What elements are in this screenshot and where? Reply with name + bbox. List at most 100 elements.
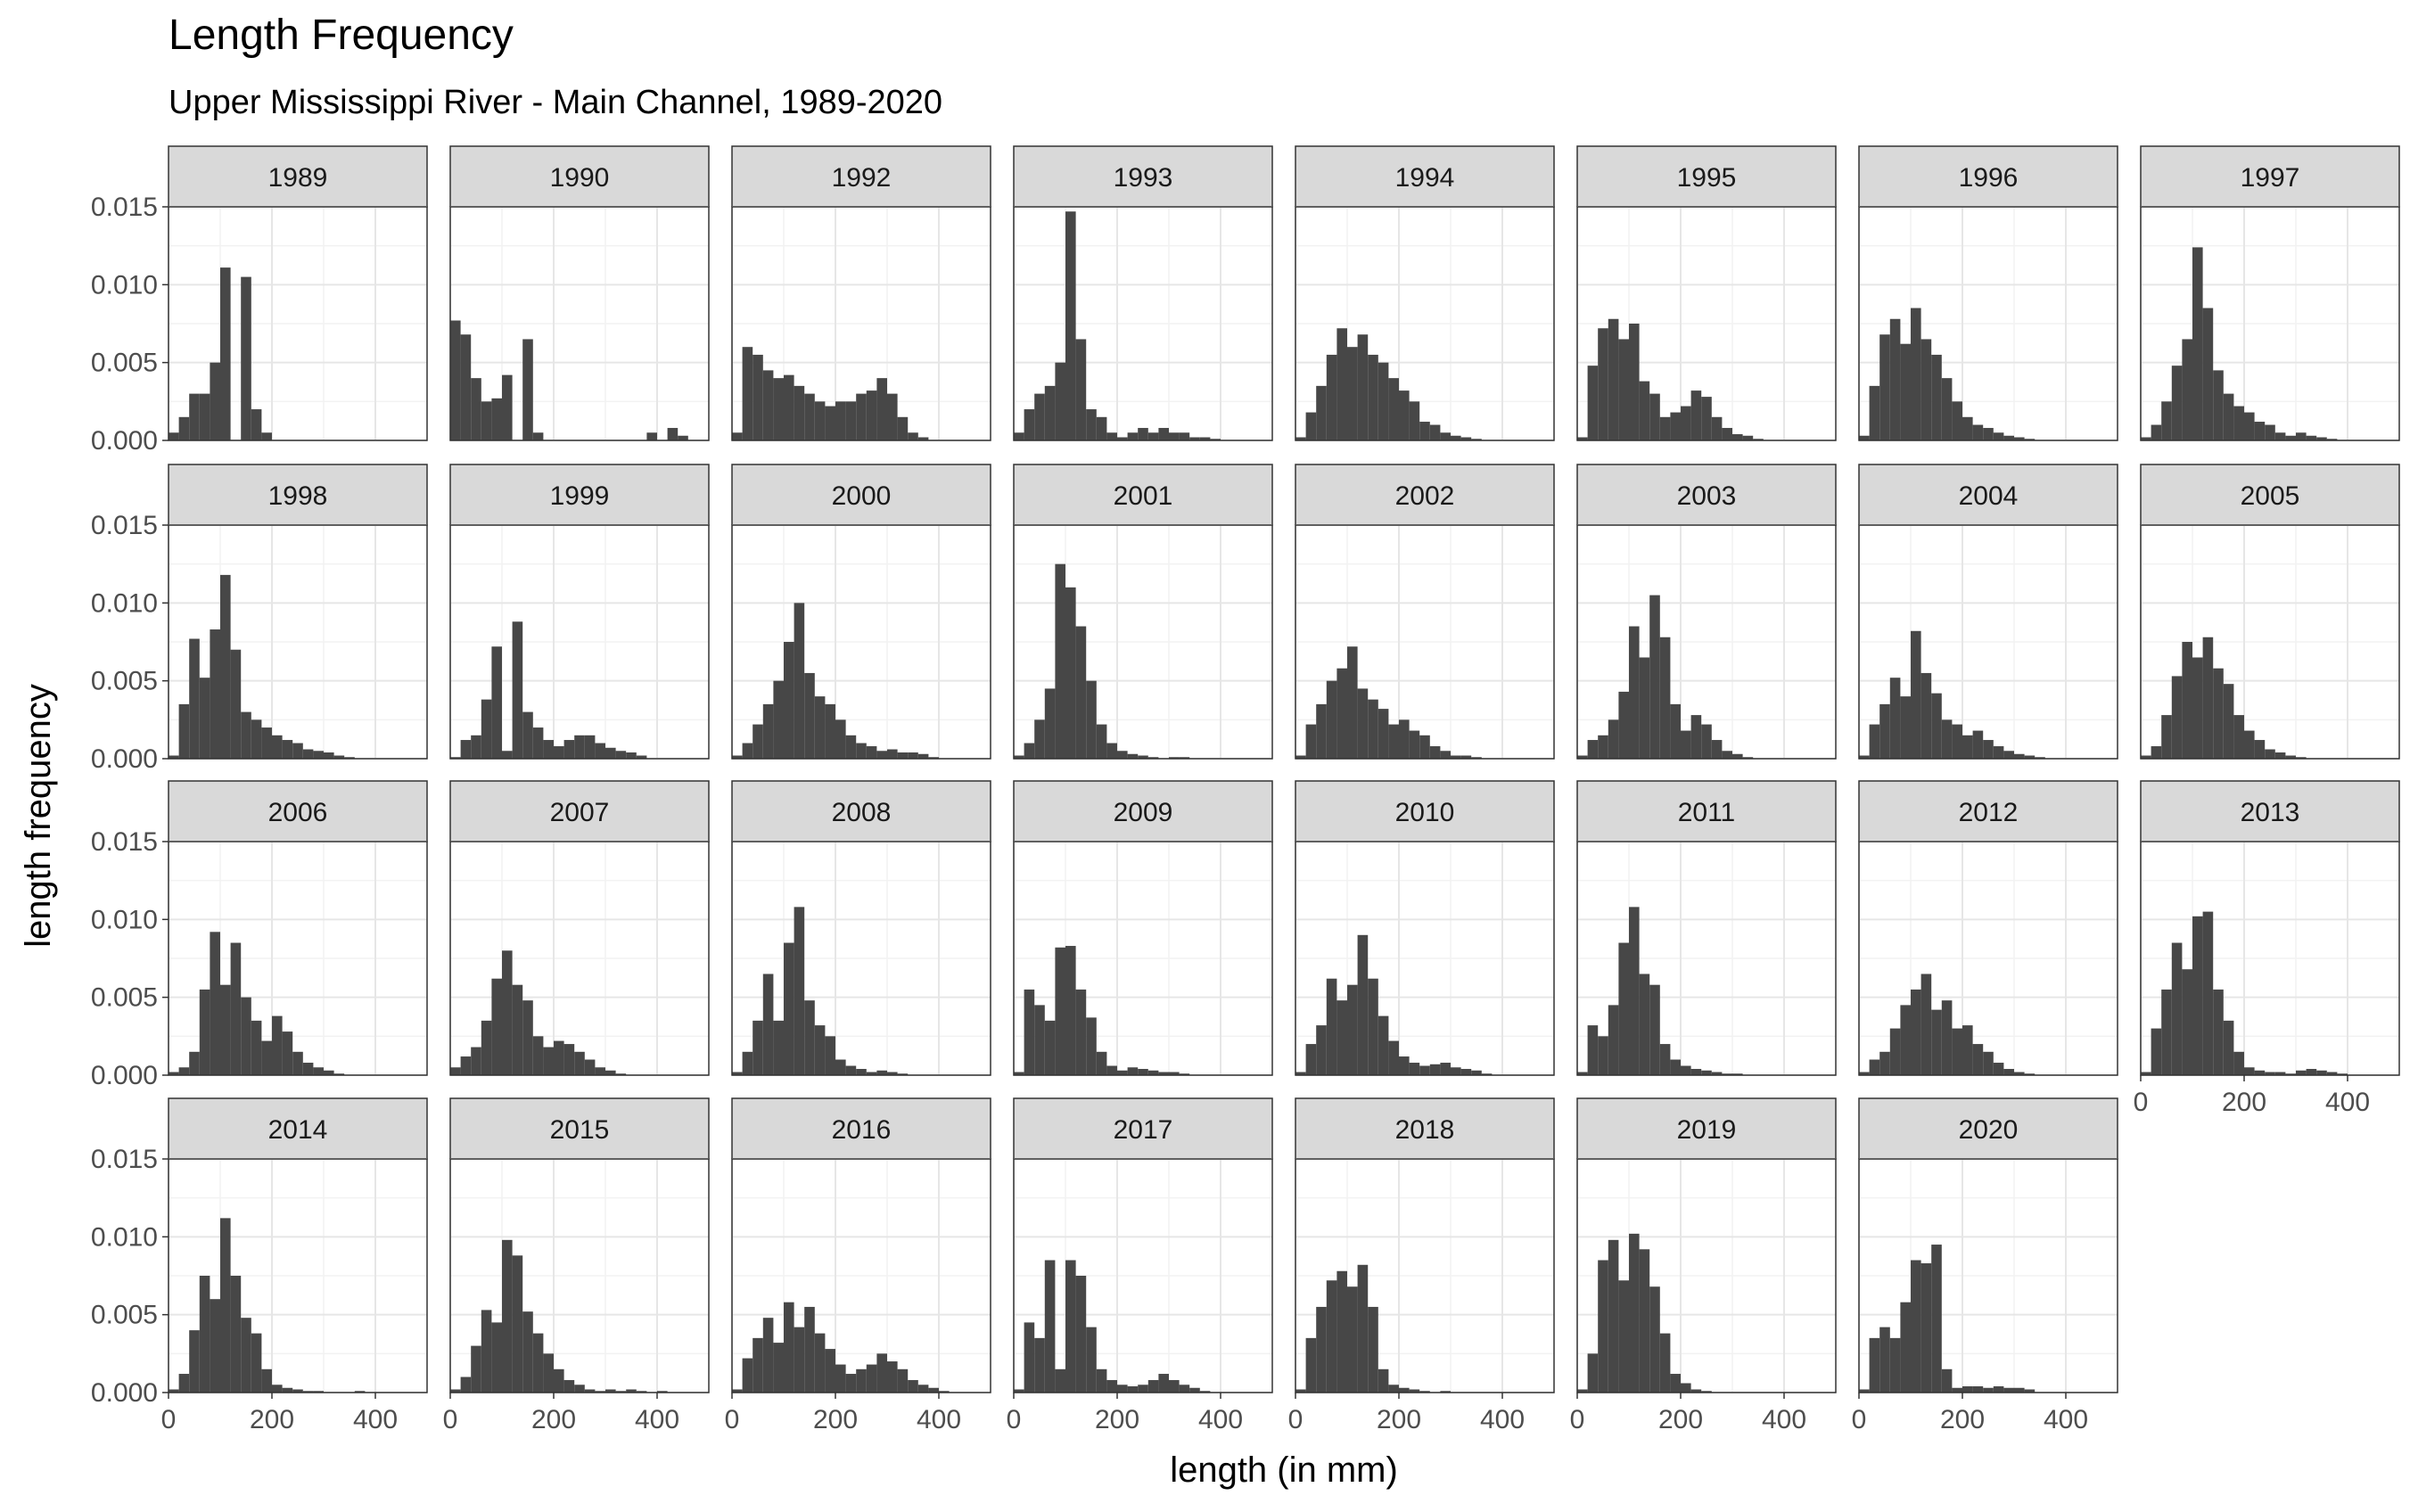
- y-tick-label: 0.015: [91, 511, 158, 540]
- histogram-bar: [1722, 751, 1732, 759]
- histogram-bar: [595, 743, 605, 759]
- histogram-bar: [199, 678, 210, 759]
- histogram-bar: [1471, 1070, 1482, 1075]
- facet-strip-label: 2009: [1114, 798, 1173, 827]
- facet-strip-label: 2014: [268, 1115, 328, 1145]
- histogram-bar: [1065, 587, 1076, 759]
- histogram-bar: [2296, 432, 2307, 440]
- histogram-bar: [450, 757, 461, 759]
- histogram-bar: [1295, 437, 1306, 440]
- x-tick-label: 400: [917, 1405, 961, 1434]
- chart-subtitle: Upper Mississippi River - Main Channel, …: [169, 84, 942, 121]
- histogram-bar: [1399, 1056, 1410, 1075]
- histogram-bar: [794, 385, 805, 440]
- facet-strip-label: 2008: [832, 798, 892, 827]
- histogram-bar: [220, 574, 231, 759]
- histogram-bar: [1962, 735, 1973, 759]
- facet-panel: 2014 0.000 0.005 0.010 0.015 0 200 400: [91, 1097, 428, 1434]
- histogram-bar: [1034, 719, 1045, 759]
- histogram-bar: [1742, 757, 1754, 759]
- histogram-bar: [742, 1358, 753, 1393]
- facet-panel: 1996: [1858, 145, 2118, 441]
- histogram-bar: [2161, 989, 2172, 1075]
- histogram-bar: [220, 1218, 231, 1393]
- histogram-bar: [1138, 1385, 1148, 1393]
- histogram-bar: [2003, 435, 2014, 440]
- facet-strip-label: 1989: [268, 163, 328, 193]
- histogram-bar: [1399, 1387, 1410, 1393]
- histogram-bar: [2265, 749, 2275, 759]
- histogram-bar: [1952, 1387, 1962, 1393]
- histogram-bar: [491, 398, 502, 440]
- histogram-bar: [845, 1065, 857, 1075]
- facet-strip-label: 1998: [268, 481, 328, 511]
- histogram-bar: [574, 735, 585, 759]
- histogram-bar: [814, 1333, 826, 1393]
- histogram-bar: [897, 1368, 909, 1393]
- histogram-bar: [1419, 1391, 1430, 1393]
- histogram-bar: [1670, 1059, 1681, 1075]
- histogram-bar: [210, 362, 220, 440]
- histogram-bar: [241, 1318, 251, 1393]
- histogram-bar: [554, 1040, 564, 1075]
- histogram-bar: [866, 746, 877, 759]
- histogram-bar: [1649, 595, 1660, 759]
- x-tick-label: 200: [1377, 1405, 1421, 1434]
- histogram-bar: [1336, 1270, 1347, 1393]
- histogram-bar: [1169, 432, 1180, 440]
- histogram-bar: [1742, 435, 1754, 440]
- histogram-bar: [543, 1353, 554, 1393]
- facet-strip-label: 2012: [1959, 798, 2019, 827]
- panel-border: [1858, 841, 2118, 1076]
- histogram-bar: [2182, 969, 2192, 1075]
- x-tick-label: 200: [1095, 1405, 1139, 1434]
- x-tick-label: 400: [1198, 1405, 1243, 1434]
- histogram-bar: [1722, 1073, 1732, 1075]
- histogram-bar: [1055, 563, 1065, 759]
- histogram-bar: [2014, 437, 2025, 440]
- y-tick-label: 0.015: [91, 827, 158, 857]
- histogram-bar: [1879, 1327, 1890, 1393]
- histogram-bar: [251, 1020, 262, 1075]
- histogram-bar: [897, 416, 909, 440]
- histogram-bar: [1065, 1260, 1076, 1393]
- histogram-bar: [261, 727, 272, 759]
- facet-strip-label: 2005: [2241, 481, 2300, 511]
- histogram-bar: [845, 401, 857, 440]
- histogram-bar: [324, 1070, 334, 1075]
- histogram-bar: [646, 432, 657, 440]
- histogram-bar: [1127, 1386, 1139, 1393]
- histogram-bar: [2202, 637, 2214, 759]
- histogram-bar: [1670, 1374, 1681, 1393]
- histogram-bar: [794, 1327, 805, 1393]
- histogram-bar: [2244, 412, 2255, 440]
- histogram-bar: [742, 743, 753, 759]
- histogram-bar: [732, 432, 743, 440]
- facet-strip: [1295, 145, 1555, 208]
- histogram-bar: [1295, 755, 1306, 759]
- histogram-bar: [845, 735, 857, 759]
- panel-border: [1295, 206, 1555, 441]
- histogram-bar: [178, 1374, 190, 1393]
- histogram-bar: [1659, 1044, 1671, 1075]
- histogram-bar: [856, 393, 867, 440]
- histogram-bar: [2192, 657, 2203, 759]
- histogram-bar: [1711, 740, 1723, 759]
- x-tick-label: 400: [353, 1405, 398, 1434]
- histogram-bar: [2296, 1070, 2307, 1075]
- histogram-bar: [1138, 428, 1148, 440]
- histogram-bar: [1440, 432, 1451, 440]
- histogram-bar: [1869, 1337, 1880, 1393]
- panel-border: [1576, 524, 1837, 760]
- histogram-bar: [1388, 1385, 1399, 1393]
- histogram-bar: [532, 432, 544, 440]
- histogram-bar: [876, 1070, 887, 1075]
- histogram-bar: [908, 752, 918, 759]
- histogram-bar: [333, 1073, 345, 1075]
- panel-border: [1858, 1158, 2118, 1393]
- histogram-bar: [1972, 730, 1984, 759]
- histogram-bar: [450, 1389, 461, 1393]
- histogram-bar: [1336, 328, 1347, 440]
- panel-border: [449, 206, 710, 441]
- histogram-bar: [491, 646, 502, 759]
